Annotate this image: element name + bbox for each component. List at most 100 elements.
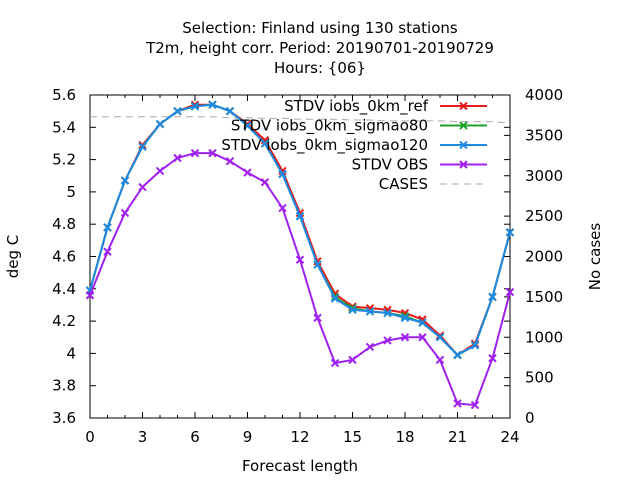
data-point bbox=[295, 211, 305, 221]
legend-item: STDV iobs_0km_ref bbox=[284, 97, 487, 116]
x-tick-label: 0 bbox=[85, 428, 95, 446]
y2-tick-label: 0 bbox=[525, 409, 535, 427]
legend-marker bbox=[459, 140, 468, 150]
y-tick-label: 3.6 bbox=[52, 409, 76, 427]
data-point bbox=[435, 355, 445, 365]
data-point bbox=[190, 148, 200, 158]
data-point bbox=[383, 336, 392, 345]
data-point bbox=[243, 119, 252, 129]
x-tick-label: 3 bbox=[138, 428, 148, 446]
legend-item: STDV iobs_0km_sigmao80 bbox=[231, 117, 487, 136]
data-point bbox=[190, 102, 200, 111]
y-tick-label: 4.8 bbox=[52, 215, 76, 233]
y2-axis-label: No cases bbox=[586, 223, 604, 291]
series-stdv-obs bbox=[85, 148, 515, 410]
y2-tick-label: 2000 bbox=[525, 248, 563, 266]
data-point bbox=[278, 169, 287, 179]
legend-label: STDV iobs_0km_sigmao80 bbox=[231, 117, 428, 136]
y-tick-label: 4.6 bbox=[52, 248, 76, 266]
data-point bbox=[330, 294, 340, 303]
y-tick-label: 5.4 bbox=[52, 118, 76, 136]
series-line bbox=[90, 116, 511, 124]
bottom-axis: 0 3 6 9 12 15 18 21 24 bbox=[85, 95, 520, 446]
y-tick-label: 4.2 bbox=[52, 312, 76, 330]
data-point bbox=[348, 355, 357, 365]
data-point bbox=[383, 308, 392, 318]
series-stdv-iobs-0km-sigmao120 bbox=[85, 100, 515, 360]
data-point bbox=[138, 142, 147, 151]
data-point bbox=[295, 255, 305, 264]
x-tick-label: 21 bbox=[448, 428, 467, 446]
y2-tick-label: 2500 bbox=[525, 207, 563, 225]
x-tick-label: 15 bbox=[343, 428, 362, 446]
data-point bbox=[103, 247, 112, 256]
data-point bbox=[225, 106, 235, 116]
data-point bbox=[505, 228, 515, 237]
y-tick-label: 4 bbox=[66, 344, 76, 362]
y2-tick-label: 1500 bbox=[525, 288, 563, 306]
data-point bbox=[278, 203, 287, 213]
data-point bbox=[225, 157, 235, 166]
data-point bbox=[453, 350, 462, 360]
data-point bbox=[418, 318, 427, 327]
data-point bbox=[155, 119, 165, 129]
legend-marker bbox=[459, 160, 468, 169]
y-tick-label: 3.8 bbox=[52, 377, 76, 395]
x-tick-label: 24 bbox=[500, 428, 519, 446]
x-tick-label: 6 bbox=[190, 428, 200, 446]
data-point bbox=[155, 166, 165, 176]
data-point bbox=[120, 176, 130, 185]
data-point bbox=[313, 260, 322, 269]
y-axis-label: deg C bbox=[4, 235, 22, 279]
data-point bbox=[488, 354, 497, 363]
y-tick-label: 5.6 bbox=[52, 86, 76, 104]
data-point bbox=[470, 341, 480, 350]
data-point bbox=[505, 287, 515, 297]
y2-tick-label: 3000 bbox=[525, 167, 563, 185]
data-point bbox=[330, 358, 340, 368]
chart-title-line: Hours: {06} bbox=[274, 59, 366, 77]
legend-label: STDV OBS bbox=[352, 156, 428, 174]
series-line bbox=[89, 152, 511, 407]
data-point bbox=[260, 136, 270, 145]
data-point bbox=[348, 305, 357, 315]
y2-tick-label: 4000 bbox=[525, 86, 563, 104]
data-point bbox=[243, 121, 252, 130]
legend-item: STDV OBS bbox=[352, 156, 487, 174]
data-point bbox=[173, 153, 182, 163]
data-point bbox=[103, 223, 112, 232]
data-point bbox=[400, 333, 410, 342]
chart-title-line: Selection: Finland using 130 stations bbox=[182, 19, 458, 37]
data-point bbox=[488, 292, 497, 302]
series-layer bbox=[85, 100, 515, 410]
y2-tick-label: 500 bbox=[525, 369, 554, 387]
data-point bbox=[365, 342, 375, 352]
chart-title: Selection: Finland using 130 stations T2m… bbox=[145, 19, 494, 77]
data-point bbox=[435, 333, 445, 342]
data-point bbox=[208, 100, 217, 109]
legend-label: CASES bbox=[379, 175, 428, 193]
data-point bbox=[365, 307, 375, 316]
y2-tick-label: 3500 bbox=[525, 126, 563, 144]
legend-label: STDV iobs_0km_sigmao120 bbox=[221, 136, 428, 155]
data-point bbox=[120, 208, 130, 218]
y-tick-label: 4.4 bbox=[52, 280, 76, 298]
data-point bbox=[138, 182, 147, 192]
legend-marker bbox=[459, 121, 468, 130]
data-point bbox=[418, 333, 427, 342]
legend-marker bbox=[459, 101, 468, 111]
y-tick-label: 5 bbox=[66, 183, 76, 201]
legend-item: STDV iobs_0km_sigmao120 bbox=[221, 136, 487, 155]
left-axis: 3.6 3.8 4 4.2 4.4 4.6 4.8 5 5.2 5.4 5.6 bbox=[52, 86, 510, 427]
legend-label: STDV iobs_0km_ref bbox=[284, 97, 429, 116]
right-axis: 0 500 1000 1500 2000 2500 3000 3500 4000 bbox=[504, 86, 563, 427]
data-point bbox=[453, 399, 462, 408]
y-tick-label: 5.2 bbox=[52, 151, 76, 169]
series-cases bbox=[90, 116, 511, 124]
data-point bbox=[173, 106, 182, 116]
data-point bbox=[260, 178, 270, 187]
legend-item: CASES bbox=[379, 175, 487, 193]
x-tick-label: 18 bbox=[395, 428, 414, 446]
